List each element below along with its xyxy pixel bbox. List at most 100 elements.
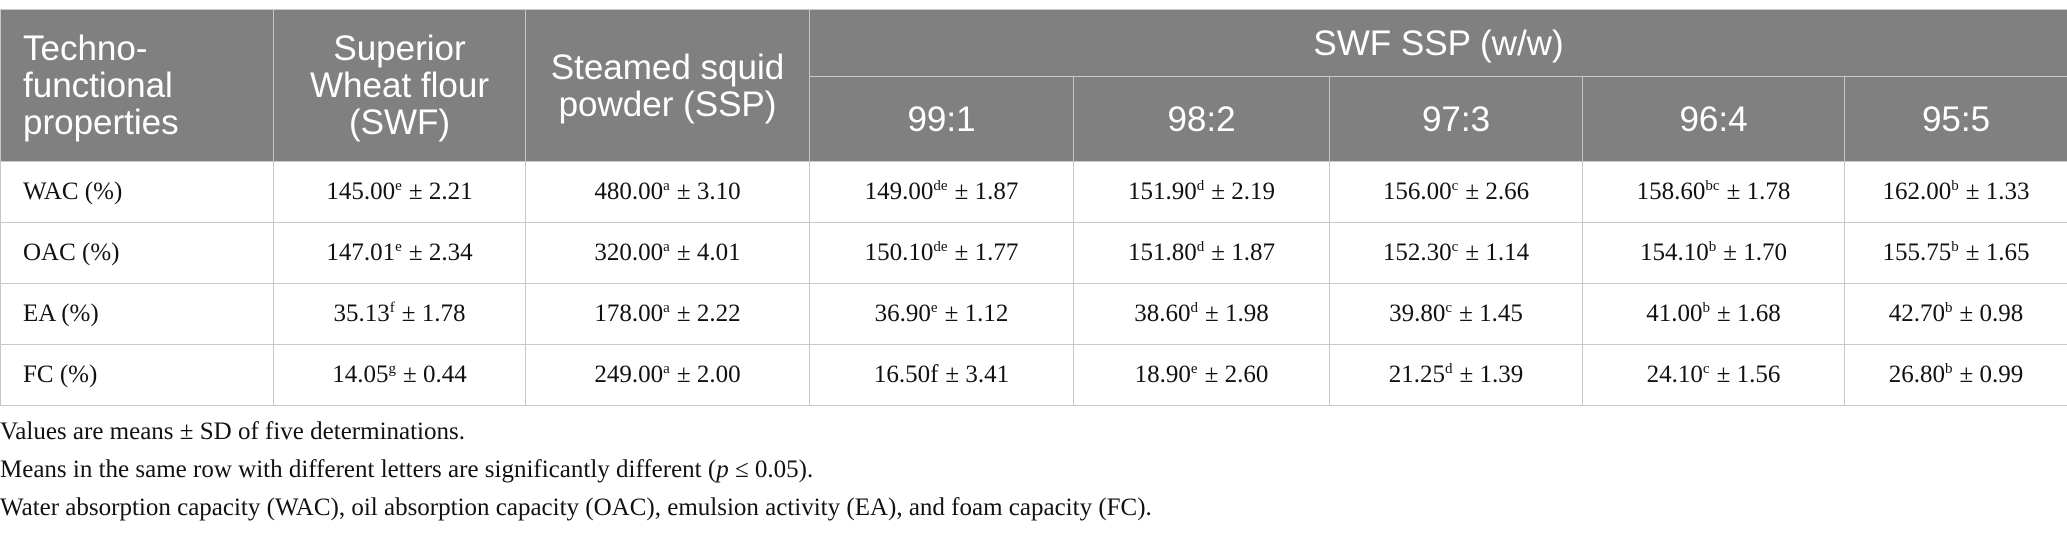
significance-letter: a [663, 300, 670, 316]
significance-letter: bc [1705, 178, 1720, 194]
significance-letter: g [388, 361, 397, 377]
row-label: WAC (%) [0, 161, 274, 223]
footnote-italic: p [716, 456, 729, 483]
mean: 42.70 [1888, 300, 1946, 327]
significance-letter: e [395, 239, 402, 255]
mean: 39.80 [1389, 300, 1446, 327]
value-cell: 36.90e ± 1.12 [809, 283, 1074, 345]
table-row: EA (%) 35.13f ± 1.78 178.00a ± 2.22 36.90e ± 1… [0, 283, 2067, 345]
value-cell: 39.80c ± 1.45 [1329, 283, 1583, 345]
value-cell: 152.30c ± 1.14 [1329, 222, 1583, 284]
mean: 149.00 [864, 178, 934, 205]
significance-letter: c [1702, 361, 1710, 377]
mean: 155.75 [1882, 239, 1952, 266]
significance-letter: b [1945, 300, 1953, 316]
value-cell: 21.25d ± 1.39 [1329, 344, 1583, 406]
sd: ± 0.99 [1959, 361, 2024, 388]
significance-letter: b [1945, 361, 1953, 377]
sd: ± 2.19 [1211, 178, 1275, 205]
mean: 151.80 [1128, 239, 1197, 266]
sd: ± 1.45 [1459, 300, 1523, 327]
sd: ± 2.34 [408, 239, 473, 266]
value-cell: 156.00c ± 2.66 [1329, 161, 1583, 223]
mean: 24.10 [1646, 361, 1703, 388]
mean: 21.25 [1388, 361, 1445, 388]
sd: ± 1.65 [1965, 239, 2030, 266]
sd: ± 2.22 [676, 300, 741, 327]
significance-letter: d [1196, 178, 1205, 194]
significance-letter: d [1196, 239, 1205, 255]
sd: ± 4.01 [676, 239, 741, 266]
value-cell: 151.90d ± 2.19 [1073, 161, 1330, 223]
mean: 156.00 [1382, 178, 1452, 205]
value-cell: 42.70b ± 0.98 [1843, 283, 2067, 345]
sd: ± 1.70 [1723, 239, 1787, 266]
value-cell: 178.00a ± 2.22 [525, 283, 810, 345]
header-cell: Steamed squid powder (SSP) [525, 9, 810, 162]
mean: 320.00 [594, 239, 664, 266]
mean: 249.00 [594, 361, 664, 388]
significance-letter: e [930, 300, 938, 316]
sd: ± 1.56 [1716, 361, 1781, 388]
sd: ± 1.33 [1965, 178, 2030, 205]
significance-letter: a [663, 239, 670, 255]
footnote-text: Means in the same row with different let… [0, 456, 717, 483]
significance-letter: a [663, 178, 670, 194]
header-cell: 95:5 [1843, 76, 2067, 162]
significance-letter: de [933, 239, 948, 255]
mean: 147.01 [326, 239, 396, 266]
sd: ± 1.68 [1717, 300, 1781, 327]
mean: 41.00 [1646, 300, 1703, 327]
significance-letter: b [1951, 178, 1959, 194]
mean: 162.00 [1882, 178, 1952, 205]
significance-letter: f [389, 300, 395, 316]
significance-letter: e [1190, 361, 1198, 377]
sd: ± 1.98 [1205, 300, 1269, 327]
value-cell: 158.60bc ± 1.78 [1582, 161, 1845, 223]
table-row: WAC (%) 145.00e ± 2.21 480.00a ± 3.10 149.00d… [0, 161, 2067, 223]
value-cell: 150.10de ± 1.77 [809, 222, 1074, 284]
value-cell: 41.00b ± 1.68 [1582, 283, 1845, 345]
data-table: Techno-functional properties Superior Wh… [0, 9, 2067, 406]
significance-letter: b [1951, 239, 1959, 255]
table-body: WAC (%) 145.00e ± 2.21 480.00a ± 3.10 149.00d… [0, 161, 2067, 406]
sd: ± 1.12 [944, 300, 1009, 327]
significance-letter: c [1445, 300, 1453, 316]
value-cell: 35.13f ± 1.78 [273, 283, 526, 345]
row-label: EA (%) [0, 283, 274, 345]
header-cell: 99:1 [809, 76, 1074, 162]
sd: ± 3.10 [676, 178, 741, 205]
value-cell: 151.80d ± 1.87 [1073, 222, 1330, 284]
value-cell: 38.60d ± 1.98 [1073, 283, 1330, 345]
sd: ± 1.14 [1465, 239, 1530, 266]
sd: ± 3.41 [945, 361, 1010, 388]
sd: ± 1.39 [1459, 361, 1524, 388]
header-cell: Techno-functional properties [0, 9, 274, 162]
value-cell: 145.00e ± 2.21 [273, 161, 526, 223]
value-cell: 18.90e ± 2.60 [1073, 344, 1330, 406]
value-cell: 480.00a ± 3.10 [525, 161, 810, 223]
mean: 150.10 [864, 239, 934, 266]
footnote: Means in the same row with different let… [0, 456, 813, 484]
sd: ± 1.87 [954, 178, 1019, 205]
table-row: FC (%) 14.05g ± 0.44 249.00a ± 2.00 16.50f ± 3… [0, 344, 2067, 406]
value-cell: 155.75b ± 1.65 [1843, 222, 2067, 284]
mean: 152.30 [1382, 239, 1452, 266]
row-label: OAC (%) [0, 222, 274, 284]
row-label: FC (%) [0, 344, 274, 406]
value-cell: 320.00a ± 4.01 [525, 222, 810, 284]
sd: ± 2.00 [676, 361, 741, 388]
value-cell: 162.00b ± 1.33 [1843, 161, 2067, 223]
table-row: OAC (%) 147.01e ± 2.34 320.00a ± 4.01 150.10d… [0, 222, 2067, 284]
significance-letter: c [1451, 239, 1459, 255]
mean: 36.90 [874, 300, 931, 327]
mean: 178.00 [594, 300, 664, 327]
header-cell: Superior Wheat flour (SWF) [273, 9, 526, 162]
mean: 14.05 [332, 361, 389, 388]
sd: ± 2.60 [1204, 361, 1269, 388]
sd: ± 0.44 [403, 361, 467, 388]
header-cell: 98:2 [1073, 76, 1330, 162]
sd: ± 0.98 [1959, 300, 2024, 327]
mean: 38.60 [1134, 300, 1191, 327]
